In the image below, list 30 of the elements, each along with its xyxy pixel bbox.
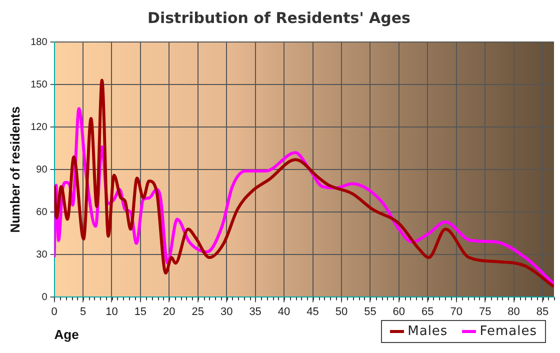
x-tick-label: 75: [478, 306, 492, 318]
x-tick-label: 20: [163, 306, 176, 318]
y-tick-label: 60: [36, 206, 48, 218]
y-tick-label: 120: [30, 122, 48, 133]
y-tick-label: 150: [30, 79, 48, 90]
x-tick-label: 80: [508, 306, 520, 318]
x-tick-label: 5: [80, 306, 86, 318]
x-tick-label: 30: [220, 306, 233, 318]
y-axis-title: Number of residents: [7, 106, 22, 233]
x-tick-label: 70: [450, 306, 462, 318]
y-tick-label: 30: [36, 249, 48, 260]
x-tick-label: 15: [134, 306, 147, 318]
x-axis-title: Age: [54, 326, 79, 342]
x-tick-label: 10: [106, 306, 118, 318]
x-tick-label: 50: [335, 306, 348, 318]
x-tick-label: 85: [536, 306, 549, 318]
legend-label: Males: [406, 324, 448, 339]
x-tick-label: 25: [192, 306, 204, 318]
x-tick-label: 55: [364, 306, 376, 318]
y-tick-label: 0: [42, 292, 48, 303]
x-tick-label: 60: [392, 306, 406, 318]
y-tick-label: 180: [30, 36, 48, 48]
legend-label: Females: [478, 324, 537, 339]
x-tick-label: 0: [51, 306, 58, 318]
x-tick-label: 40: [278, 306, 290, 318]
y-tick-label: 90: [36, 164, 48, 176]
x-tick-label: 35: [249, 306, 262, 318]
x-tick-label: 45: [306, 306, 319, 318]
x-tick-label: 65: [422, 306, 434, 318]
chart-title: Distribution of Residents' Ages: [148, 8, 411, 27]
